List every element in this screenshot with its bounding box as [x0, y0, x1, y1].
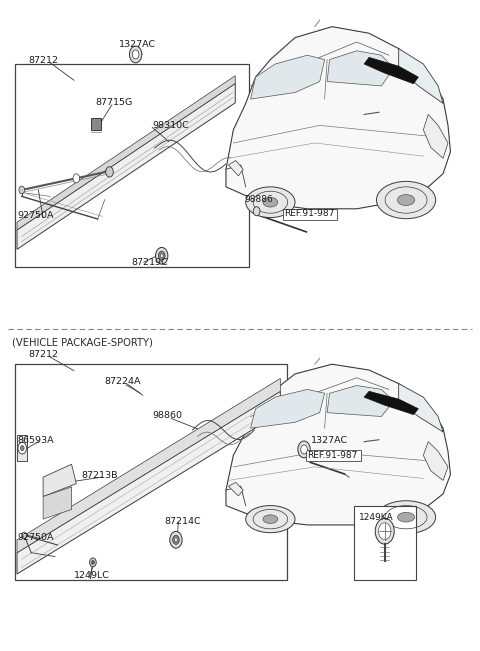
- Circle shape: [106, 167, 113, 177]
- Polygon shape: [364, 391, 419, 415]
- Ellipse shape: [376, 501, 436, 534]
- Circle shape: [18, 442, 26, 454]
- Text: 1249KA: 1249KA: [359, 513, 393, 521]
- Circle shape: [175, 538, 178, 542]
- Polygon shape: [17, 378, 280, 553]
- Text: 98860: 98860: [152, 411, 182, 421]
- Ellipse shape: [397, 195, 415, 206]
- Circle shape: [132, 50, 139, 59]
- Polygon shape: [17, 83, 235, 249]
- Ellipse shape: [246, 506, 295, 533]
- Polygon shape: [423, 441, 448, 480]
- Circle shape: [158, 251, 165, 260]
- Text: 92750A: 92750A: [17, 533, 53, 542]
- Ellipse shape: [263, 197, 278, 207]
- Text: 98310C: 98310C: [152, 121, 189, 130]
- Circle shape: [298, 441, 310, 458]
- Polygon shape: [43, 464, 76, 497]
- Text: 1249LC: 1249LC: [74, 572, 110, 581]
- Text: 87212: 87212: [29, 350, 59, 359]
- Text: 86593A: 86593A: [17, 436, 54, 445]
- Circle shape: [301, 445, 307, 454]
- Circle shape: [375, 518, 394, 544]
- Polygon shape: [226, 364, 450, 525]
- FancyBboxPatch shape: [17, 436, 27, 461]
- Polygon shape: [251, 55, 324, 99]
- Polygon shape: [364, 57, 419, 84]
- Text: 87224A: 87224A: [105, 377, 141, 386]
- Circle shape: [20, 445, 24, 450]
- Text: 92750A: 92750A: [17, 212, 53, 220]
- Circle shape: [73, 174, 80, 183]
- Polygon shape: [226, 27, 450, 209]
- Circle shape: [92, 561, 95, 564]
- Text: 1327AC: 1327AC: [311, 436, 348, 445]
- Text: 87214C: 87214C: [164, 517, 201, 526]
- FancyBboxPatch shape: [91, 118, 101, 130]
- Text: REF.91-987: REF.91-987: [284, 210, 334, 218]
- Polygon shape: [43, 487, 72, 519]
- Text: 87212: 87212: [29, 57, 59, 65]
- Circle shape: [173, 535, 179, 544]
- Polygon shape: [228, 482, 243, 496]
- Ellipse shape: [376, 182, 436, 219]
- Circle shape: [170, 531, 182, 548]
- Polygon shape: [251, 389, 324, 428]
- Polygon shape: [17, 76, 235, 230]
- Circle shape: [130, 46, 142, 62]
- Polygon shape: [327, 51, 394, 86]
- Text: 87715G: 87715G: [96, 98, 132, 107]
- Text: 1327AC: 1327AC: [119, 40, 156, 49]
- Text: 87219C: 87219C: [131, 258, 168, 267]
- FancyBboxPatch shape: [354, 506, 416, 581]
- Text: (VEHICLE PACKAGE-SPORTY): (VEHICLE PACKAGE-SPORTY): [12, 338, 153, 348]
- Text: 87213B: 87213B: [81, 471, 118, 480]
- Polygon shape: [17, 391, 280, 574]
- Polygon shape: [399, 49, 443, 104]
- Circle shape: [22, 532, 26, 538]
- Polygon shape: [327, 385, 394, 417]
- Polygon shape: [228, 161, 243, 176]
- Circle shape: [160, 254, 163, 258]
- Ellipse shape: [246, 187, 295, 217]
- FancyBboxPatch shape: [306, 450, 361, 461]
- Ellipse shape: [397, 512, 415, 522]
- Polygon shape: [399, 383, 443, 432]
- Text: 98886: 98886: [245, 195, 274, 204]
- FancyBboxPatch shape: [283, 209, 337, 219]
- Ellipse shape: [263, 515, 278, 523]
- Circle shape: [19, 186, 24, 194]
- FancyBboxPatch shape: [14, 64, 250, 268]
- Polygon shape: [423, 115, 448, 158]
- Circle shape: [90, 558, 96, 567]
- Circle shape: [156, 247, 168, 264]
- Circle shape: [379, 523, 391, 540]
- FancyBboxPatch shape: [14, 364, 288, 581]
- Text: REF.91-987: REF.91-987: [307, 450, 358, 460]
- Circle shape: [253, 207, 260, 215]
